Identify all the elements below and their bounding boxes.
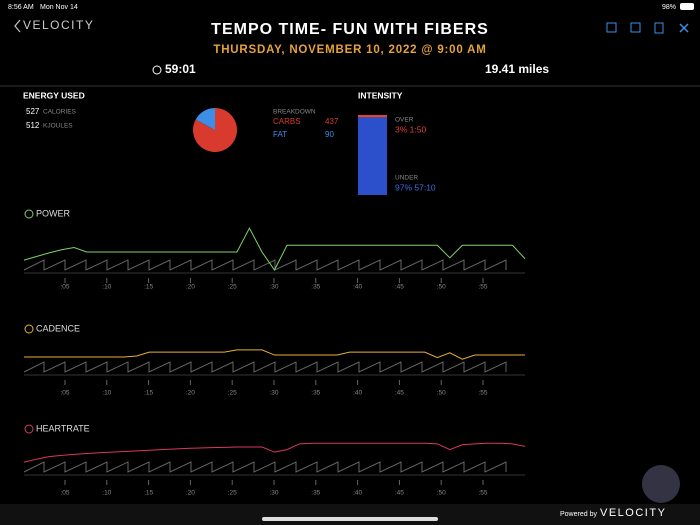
x-tick-label: :40 — [353, 390, 362, 397]
x-tick-label: :55 — [478, 490, 487, 497]
x-tick-label: :05 — [60, 490, 69, 497]
close-button[interactable] — [679, 23, 689, 33]
x-tick-label: :45 — [395, 390, 404, 397]
x-tick-label: :20 — [186, 490, 195, 497]
interval-profile — [23, 361, 507, 373]
x-tick-label: :40 — [353, 490, 362, 497]
energy-title: ENERGY USED — [23, 90, 85, 100]
duration: 59:01 — [165, 62, 196, 76]
breakdown-value: 437 — [325, 117, 339, 126]
breakdown-label: FAT — [273, 130, 287, 139]
footer-bar — [0, 504, 700, 525]
energy-value: 527 — [26, 107, 40, 116]
intensity-value: 97% 57:10 — [395, 182, 436, 192]
data-line — [23, 227, 526, 271]
x-tick-label: :25 — [228, 390, 237, 397]
footer-logo: VELOCITY — [600, 507, 666, 519]
subtitle: THURSDAY, NOVEMBER 10, 2022 @ 9:00 AM — [213, 44, 486, 56]
energy-value: 512 — [26, 121, 40, 130]
x-tick-label: :15 — [144, 284, 153, 291]
breakdown-title: BREAKDOWN — [273, 109, 316, 116]
x-tick-label: :05 — [60, 284, 69, 291]
chart-icon — [24, 209, 34, 219]
x-tick-label: :10 — [102, 490, 111, 497]
status-date: Mon Nov 14 — [40, 4, 78, 11]
breakdown-value: 90 — [325, 130, 334, 139]
status-battery: 98% — [662, 4, 676, 11]
intensity-value: 3% 1:50 — [395, 124, 426, 134]
x-tick-label: :05 — [60, 390, 69, 397]
x-tick-label: :30 — [269, 284, 278, 291]
x-tick-label: :30 — [269, 490, 278, 497]
x-tick-label: :20 — [186, 284, 195, 291]
home-indicator[interactable] — [262, 517, 438, 521]
x-tick-label: :35 — [311, 390, 320, 397]
delete-button[interactable] — [654, 22, 664, 34]
x-tick-label: :55 — [478, 284, 487, 291]
x-tick-label: :15 — [144, 390, 153, 397]
x-tick-label: :50 — [437, 284, 446, 291]
x-tick-label: :25 — [228, 284, 237, 291]
chart-title: POWER — [36, 208, 71, 218]
x-tick-label: :10 — [102, 390, 111, 397]
chart-title: CADENCE — [36, 323, 80, 333]
interval-profile — [23, 461, 507, 473]
x-tick-label: :35 — [311, 490, 320, 497]
interval-profile — [23, 259, 507, 271]
breakdown-label: CARBS — [273, 117, 301, 126]
x-tick-label: :35 — [311, 284, 320, 291]
export-button[interactable] — [606, 22, 617, 33]
energy-unit: KJOULES — [43, 123, 73, 130]
assistant-orb[interactable] — [642, 465, 680, 503]
pie-slice — [195, 108, 215, 130]
x-tick-label: :45 — [395, 284, 404, 291]
data-line — [24, 349, 525, 360]
distance: 19.41 miles — [485, 62, 549, 76]
logo: VELOCITY — [23, 18, 94, 32]
clock-icon — [152, 65, 162, 75]
data-line — [23, 442, 526, 463]
chart-title: HEARTRATE — [36, 423, 90, 433]
x-tick-label: :50 — [437, 390, 446, 397]
title: TEMPO TIME- FUN WITH FIBERS — [211, 21, 489, 38]
intensity-label: UNDER — [395, 175, 418, 182]
intensity-label: OVER — [395, 117, 414, 124]
x-tick-label: :40 — [353, 284, 362, 291]
intensity-title: INTENSITY — [358, 90, 403, 100]
x-tick-label: :55 — [478, 390, 487, 397]
x-tick-label: :30 — [269, 390, 278, 397]
x-tick-label: :20 — [186, 390, 195, 397]
intensity-bar — [358, 117, 387, 195]
x-tick-label: :45 — [395, 490, 404, 497]
intensity-bar — [358, 115, 387, 118]
chart-icon — [24, 424, 34, 434]
status-time: 8:56 AM — [8, 4, 34, 11]
x-tick-label: :10 — [102, 284, 111, 291]
battery-icon — [680, 3, 694, 10]
chart-icon — [24, 324, 34, 334]
x-tick-label: :15 — [144, 490, 153, 497]
x-tick-label: :25 — [228, 490, 237, 497]
powered-by: Powered by — [560, 511, 597, 518]
back-button[interactable] — [14, 19, 21, 33]
x-tick-label: :50 — [437, 490, 446, 497]
energy-unit: CALORIES — [43, 109, 77, 116]
share-button[interactable] — [630, 22, 641, 33]
